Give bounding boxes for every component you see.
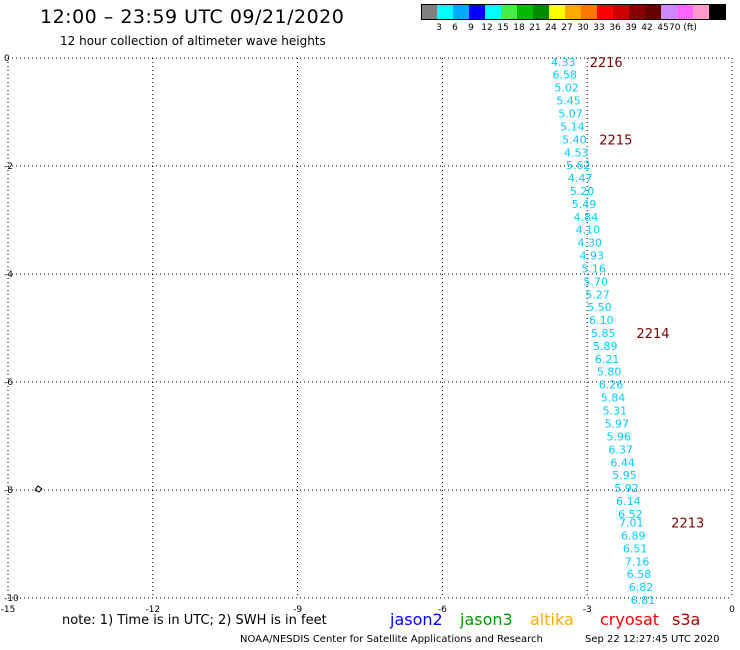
swh-label: 5.20 [570, 185, 595, 198]
swh-label: 6.58 [552, 69, 577, 82]
swh-label: 6.26 [599, 379, 624, 392]
swh-label: 5.89 [593, 340, 618, 353]
swh-label: 4.53 [564, 147, 589, 160]
swh-label: 6.81 [631, 594, 656, 607]
swh-label: 5.85 [591, 327, 616, 340]
color-scale-border [421, 4, 726, 20]
color-scale-label: 36 [609, 23, 621, 33]
color-scale-label: 21 [529, 23, 541, 33]
color-scale-label: 12 [481, 23, 493, 33]
y-tick-label: -4 [4, 270, 13, 280]
swh-label: 5.02 [554, 82, 579, 95]
color-scale-label: 27 [561, 23, 573, 33]
map-grid [7, 57, 733, 599]
x-tick-label: -12 [145, 605, 160, 615]
footnote: note: 1) Time is in UTC; 2) SWH is in fe… [62, 613, 327, 628]
swh-label: 6.14 [616, 495, 641, 508]
swh-label: 4.33 [551, 56, 576, 69]
swh-label: 5.70 [583, 276, 608, 289]
x-tick-label: -15 [1, 605, 16, 615]
color-scale-label: 9 [468, 23, 474, 33]
time-label: 2213 [671, 516, 704, 531]
swh-label: 5.31 [603, 405, 628, 418]
page-title: 12:00 – 23:59 UTC 09/21/2020 [40, 6, 345, 28]
swh-label: 7.16 [625, 555, 650, 568]
swh-label: 4.10 [576, 224, 601, 237]
swh-label: 6.52 [618, 508, 643, 521]
swh-label: 6.51 [623, 542, 648, 555]
swh-label: 4.47 [568, 172, 593, 185]
time-label: 2215 [599, 134, 632, 149]
color-scale-label: 3 [436, 23, 442, 33]
footer-timestamp: Sep 22 12:27:45 UTC 2020 [585, 634, 720, 645]
swh-label: 6.89 [621, 529, 646, 542]
swh-label: 7.01 [619, 516, 644, 529]
swh-label: 5.27 [585, 289, 610, 302]
footer-organization: NOAA/NESDIS Center for Satellite Applica… [240, 634, 543, 645]
color-scale-label: 18 [513, 23, 525, 33]
satellite-legend-item: cryosat [600, 610, 660, 629]
color-scale-label: 42 [641, 23, 653, 33]
swh-label: 5.80 [597, 366, 622, 379]
time-label: 2216 [590, 56, 623, 71]
color-scale-label: 30 [577, 23, 589, 33]
swh-label: 6.37 [608, 444, 633, 457]
x-tick-label: -3 [583, 605, 592, 615]
color-scale-label: 6 [452, 23, 458, 33]
swh-label: 4.93 [579, 250, 604, 263]
y-tick-label: -8 [4, 486, 13, 496]
y-tick-label: -10 [4, 594, 19, 604]
y-tick-label: 0 [4, 54, 10, 64]
x-tick-label: -6 [438, 605, 447, 615]
swh-label: 4.30 [578, 237, 603, 250]
swh-label: 4.84 [574, 211, 599, 224]
swh-label: 6.44 [610, 456, 635, 469]
swh-label: 5.40 [562, 134, 587, 147]
color-scale-label: 24 [545, 23, 557, 33]
swh-label: 5.92 [614, 482, 639, 495]
swh-label: 5.84 [601, 392, 626, 405]
time-labels: 2216 2215 2214 2213 [590, 56, 705, 532]
swh-label: 5.62 [566, 159, 591, 172]
swh-label: 5.96 [607, 431, 632, 444]
coastline-fragment [34, 485, 43, 493]
color-scale-label: 33 [593, 23, 605, 33]
satellite-legend-item: altika [530, 610, 574, 629]
color-scale-label: 39 [625, 23, 637, 33]
page-subtitle: 12 hour collection of altimeter wave hei… [60, 34, 326, 48]
time-label: 2214 [636, 327, 669, 342]
swh-label: 5.97 [605, 418, 630, 431]
y-tick-label: -2 [4, 162, 13, 172]
color-scale-label: 70 (ft) [669, 23, 697, 33]
x-tick-label: 0 [729, 605, 735, 615]
x-tick-label: -9 [293, 605, 302, 615]
satellite-legend-item: jason3 [460, 610, 513, 629]
swh-label: 5.49 [572, 198, 597, 211]
swh-label: 6.10 [589, 314, 614, 327]
swh-label: 6.58 [627, 568, 652, 581]
swh-label: 5.14 [560, 121, 585, 134]
swh-label: 5.45 [556, 95, 581, 108]
swh-labels: 4.336.585.025.455.075.145.404.535.624.47… [551, 56, 655, 607]
satellite-legend-item: jason2 [390, 610, 443, 629]
swh-label: 6.82 [629, 581, 654, 594]
coastline [34, 485, 43, 493]
color-scale-label: 45 [657, 23, 669, 33]
satellite-legend-item: s3a [672, 610, 701, 629]
swh-label: 6.21 [595, 353, 620, 366]
axis-tick-labels: -15 -12 -9 -6 -3 0 0 -2 -4 -6 -8 -10 [1, 54, 735, 615]
y-tick-label: -6 [4, 378, 13, 388]
swh-label: 5.16 [581, 263, 606, 276]
color-scale-label: 15 [497, 23, 509, 33]
swh-label: 5.07 [558, 108, 583, 121]
swh-label: 5.95 [612, 469, 637, 482]
swh-label: 5.50 [587, 301, 612, 314]
